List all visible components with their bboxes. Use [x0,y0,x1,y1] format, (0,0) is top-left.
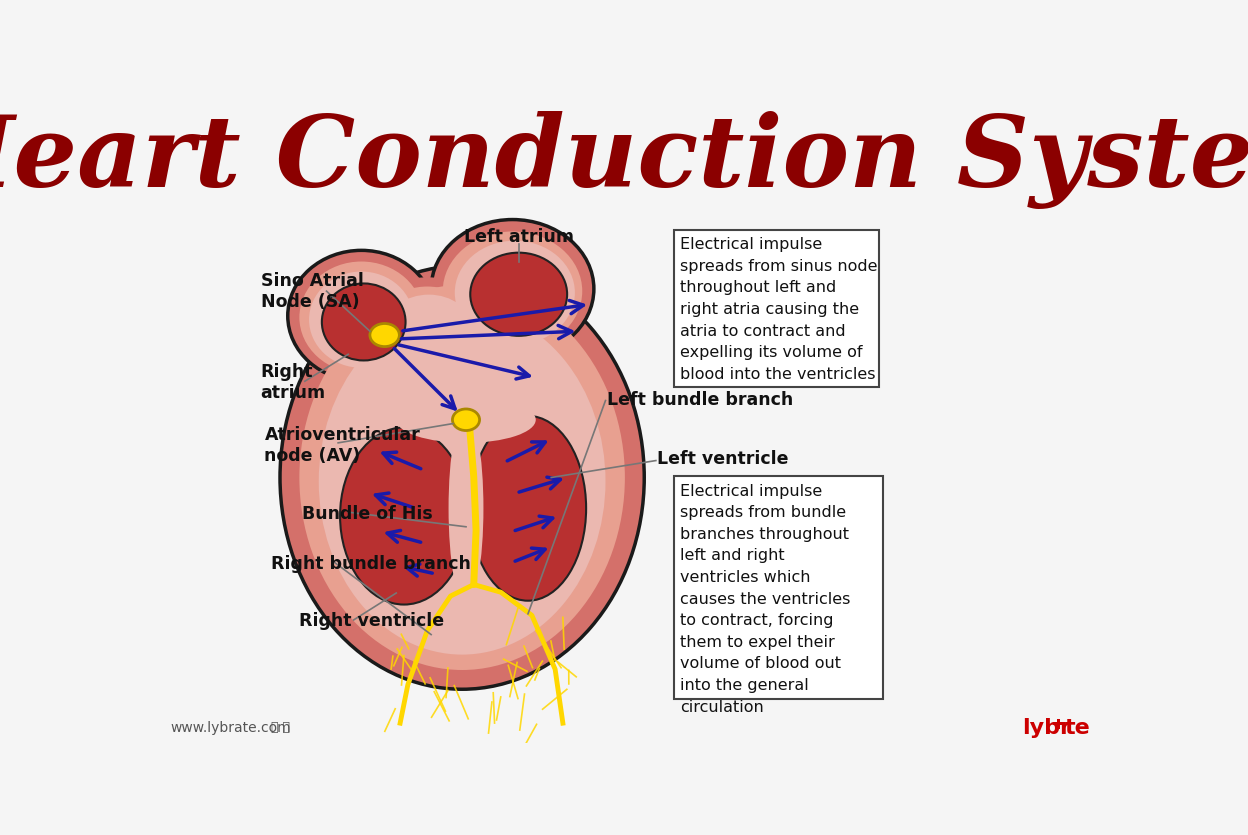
Text: 📱 🍎: 📱 🍎 [271,721,290,734]
Ellipse shape [386,295,472,360]
Ellipse shape [470,253,567,336]
Ellipse shape [377,286,478,363]
FancyBboxPatch shape [674,476,882,699]
Ellipse shape [454,240,575,345]
Text: te: te [1065,718,1091,738]
Ellipse shape [470,416,587,600]
Text: lybr: lybr [1022,718,1072,738]
Ellipse shape [322,283,406,361]
Ellipse shape [280,266,644,689]
Text: Left ventricle: Left ventricle [658,450,789,468]
Ellipse shape [443,231,583,351]
Ellipse shape [397,397,535,443]
Text: Electrical impulse
spreads from bundle
branches throughout
left and right
ventri: Electrical impulse spreads from bundle b… [680,483,850,715]
FancyBboxPatch shape [674,230,879,387]
Text: Right
atrium: Right atrium [261,363,326,402]
Text: Electrical impulse
spreads from sinus node
throughout left and
right atria causi: Electrical impulse spreads from sinus no… [680,237,877,382]
Ellipse shape [448,412,483,605]
Text: Right ventricle: Right ventricle [300,613,444,630]
Text: Heart Conduction System: Heart Conduction System [0,111,1248,210]
Text: Right bundle branch: Right bundle branch [271,554,470,573]
Text: www.lybrate.com: www.lybrate.com [170,721,291,735]
Ellipse shape [300,285,625,670]
Ellipse shape [431,220,594,358]
Ellipse shape [288,250,436,382]
Ellipse shape [300,261,423,373]
Ellipse shape [339,428,468,605]
Ellipse shape [318,308,605,655]
Ellipse shape [366,277,489,370]
Ellipse shape [453,409,479,431]
Text: Atrioventricular
node (AV): Atrioventricular node (AV) [265,426,421,464]
Text: Left atrium: Left atrium [464,228,574,246]
Polygon shape [1053,719,1063,728]
Ellipse shape [310,271,413,367]
Text: Sino Atrial
Node (SA): Sino Atrial Node (SA) [261,271,363,311]
Ellipse shape [369,323,399,347]
Text: Bundle of His: Bundle of His [302,504,433,523]
Text: Left bundle branch: Left bundle branch [607,391,794,408]
